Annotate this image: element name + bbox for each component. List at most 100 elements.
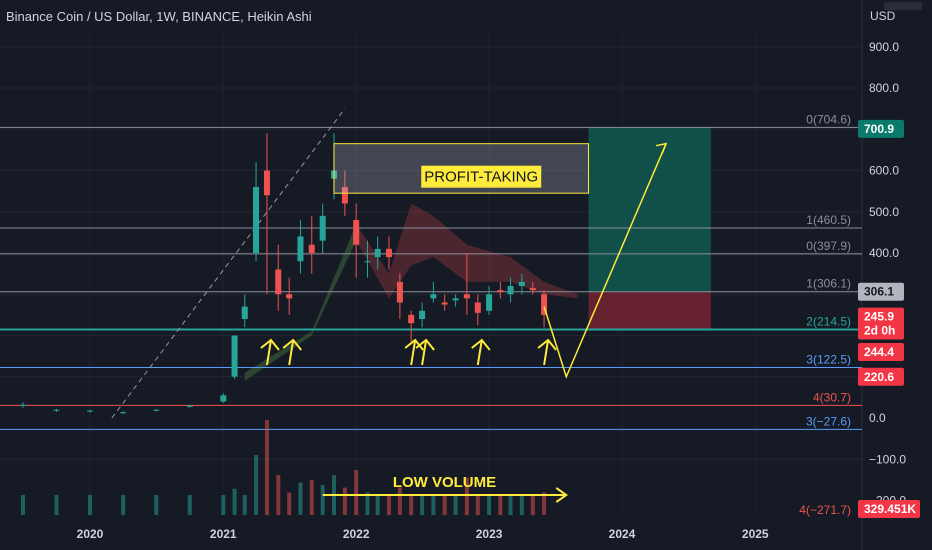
volume-bar xyxy=(232,488,237,515)
ichimoku-cloud-segment xyxy=(510,257,545,295)
volume-bar xyxy=(409,495,414,515)
projection-path xyxy=(543,143,667,379)
volume-bar xyxy=(386,495,391,515)
y-tick-label: 600.0 xyxy=(869,164,899,178)
price-tag-bg xyxy=(858,307,904,326)
y-tick-label: 900.0 xyxy=(869,40,899,54)
trend-line xyxy=(111,108,346,419)
price-tag: 2d 0h xyxy=(864,324,895,338)
price-tag-bg xyxy=(858,119,904,138)
x-tick-label: 2022 xyxy=(343,527,370,541)
support-arrow xyxy=(410,339,417,366)
candle-body xyxy=(385,248,392,258)
fib-label: 1(460.5) xyxy=(806,213,851,227)
support-arrow xyxy=(543,339,550,366)
candle-body xyxy=(341,187,348,204)
x-tick-label: 2024 xyxy=(609,527,636,541)
price-tag: 306.1 xyxy=(864,285,894,299)
volume-bar xyxy=(453,495,458,515)
volume-bar xyxy=(342,487,347,515)
currency-label: USD xyxy=(870,9,896,23)
support-arrow-head xyxy=(282,338,302,351)
y-tick-label: −100.0 xyxy=(869,452,906,466)
candle-body xyxy=(430,294,437,299)
candle-body xyxy=(286,294,293,299)
ichimoku-cloud-segment xyxy=(244,331,312,381)
candle-body xyxy=(507,286,514,295)
price-tag: 244.4 xyxy=(864,345,894,359)
volume-bar xyxy=(320,485,325,515)
price-tag: 700.9 xyxy=(864,122,894,136)
target-zone xyxy=(588,127,711,292)
volume-bar xyxy=(397,487,402,515)
candle-body xyxy=(364,261,371,263)
candle-body xyxy=(186,405,193,407)
volume-bar xyxy=(264,420,269,515)
volume-bar xyxy=(542,492,547,515)
volume-bar xyxy=(88,495,92,515)
fib-label: 4(−271.7) xyxy=(799,503,851,517)
y-tick-label: 0.0 xyxy=(869,411,886,425)
volume-bar xyxy=(254,455,259,515)
price-tag-bg xyxy=(858,367,904,386)
volume-bar xyxy=(530,495,535,515)
volume-bar xyxy=(365,492,370,515)
volume-bar xyxy=(309,480,314,515)
support-arrow xyxy=(288,339,295,366)
candle-body xyxy=(263,170,270,196)
candle-body xyxy=(308,244,315,253)
volume-bar xyxy=(487,495,492,515)
candle-body xyxy=(541,294,548,315)
volume-bar xyxy=(287,492,292,515)
candle-body xyxy=(408,314,415,324)
ichimoku-cloud-segment xyxy=(311,224,357,336)
low-volume-arrowhead xyxy=(555,487,569,503)
volume-bar xyxy=(420,495,425,515)
fib-label: 4(30.7) xyxy=(813,390,851,404)
candle-body xyxy=(241,306,248,319)
volume-bar xyxy=(242,495,247,515)
support-arrow-head xyxy=(537,338,557,351)
chart-title: Binance Coin / US Dollar, 1W, BINANCE, H… xyxy=(6,9,312,24)
chart-settings-icon[interactable] xyxy=(884,2,922,10)
volume-bar xyxy=(276,475,281,515)
volume-bar xyxy=(498,495,503,515)
profit-taking-label: PROFIT-TAKING xyxy=(424,169,538,186)
volume-bar xyxy=(121,495,126,515)
support-arrow xyxy=(265,339,272,366)
volume-bar xyxy=(221,495,226,515)
candle-body xyxy=(120,412,127,414)
volume-bar xyxy=(519,495,524,515)
ichimoku-cloud-segment xyxy=(411,203,434,266)
support-arrow-head xyxy=(415,338,435,351)
volume-bar xyxy=(154,495,159,515)
candle-body xyxy=(53,409,60,411)
candle-body xyxy=(153,409,160,411)
price-tag-bg xyxy=(858,500,920,518)
candle-body xyxy=(529,288,536,291)
volume-bar xyxy=(475,495,480,515)
y-tick-label: 500.0 xyxy=(869,205,899,219)
price-tag-bg xyxy=(858,343,904,361)
stop-zone xyxy=(588,291,711,330)
candle-body xyxy=(297,236,304,262)
x-tick-label: 2021 xyxy=(210,527,237,541)
volume-bar xyxy=(508,495,513,515)
support-arrow-head xyxy=(404,338,424,351)
candle-body xyxy=(353,220,360,245)
x-tick-label: 2020 xyxy=(77,527,104,541)
fib-label: 0(397.9) xyxy=(806,239,851,253)
volume-bar xyxy=(20,495,25,515)
support-arrow-head xyxy=(260,338,280,351)
x-tick-label: 2025 xyxy=(742,527,769,541)
x-tick-label: 2023 xyxy=(476,527,503,541)
candle-body xyxy=(220,395,227,402)
support-arrow xyxy=(476,339,483,366)
volume-bar xyxy=(431,495,436,515)
price-tag: 329.451K xyxy=(864,502,916,516)
candle-body xyxy=(463,294,470,299)
fib-label: 1(306.1) xyxy=(806,277,851,291)
candle-body xyxy=(275,269,282,295)
fib-label: 2(214.5) xyxy=(806,315,851,329)
